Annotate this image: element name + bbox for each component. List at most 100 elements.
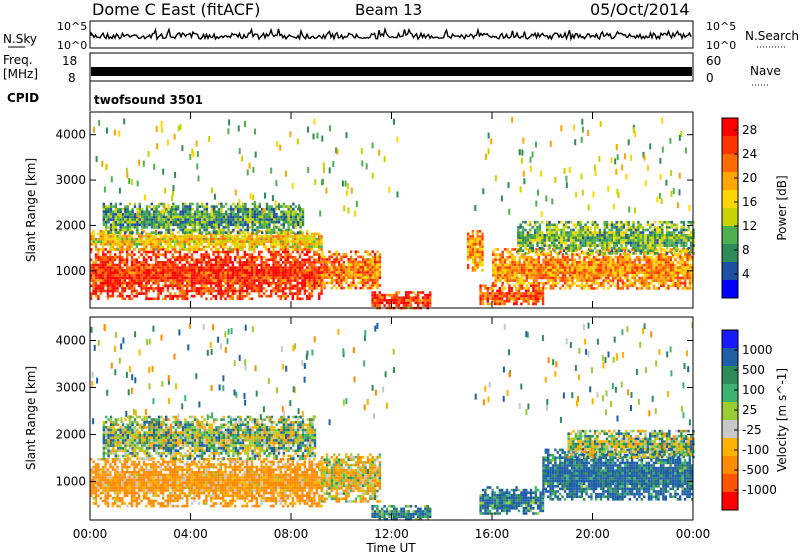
power-cell	[553, 236, 556, 240]
power-cell	[224, 263, 227, 267]
power-cell	[640, 271, 644, 275]
power-cell	[214, 261, 218, 264]
power-cell	[172, 218, 175, 221]
power-cell	[674, 253, 677, 256]
power-cell	[395, 299, 398, 302]
power-cell	[198, 237, 201, 241]
power-cell	[652, 263, 656, 267]
power-cell	[535, 276, 538, 280]
power-cell	[294, 255, 297, 259]
power-cell	[593, 233, 597, 237]
power-cell	[378, 301, 381, 305]
power-cell	[660, 268, 663, 272]
power-cell	[609, 263, 612, 267]
power-cell	[306, 284, 309, 288]
power-cell	[130, 263, 134, 267]
power-cell	[174, 220, 177, 224]
power-cell	[476, 243, 479, 246]
power-cell	[121, 245, 124, 249]
power-cell	[138, 207, 141, 211]
power-cell	[184, 223, 187, 227]
power-cell	[162, 266, 165, 269]
power-cell	[118, 255, 122, 259]
power-cell	[164, 297, 167, 301]
power-cell	[261, 210, 264, 214]
power-cell	[147, 255, 150, 259]
power-cell	[214, 235, 218, 238]
power-cell	[342, 271, 346, 274]
power-cell	[621, 279, 624, 282]
power-cell	[393, 299, 396, 302]
power-cell	[119, 218, 122, 221]
power-cell	[557, 244, 561, 247]
power-cell	[270, 237, 273, 241]
power-cell	[109, 294, 112, 298]
power-cell	[265, 258, 268, 262]
power-cell	[301, 250, 304, 254]
power-cell	[310, 276, 314, 280]
power-cell	[517, 239, 520, 242]
power-cell	[672, 276, 675, 280]
power-cell	[652, 271, 656, 275]
power-cell	[669, 276, 672, 280]
power-cell	[241, 235, 244, 238]
power-cell	[688, 274, 692, 277]
power-cell	[518, 266, 521, 269]
power-cell	[253, 245, 256, 249]
power-cell	[280, 215, 283, 219]
power-cell	[584, 228, 587, 232]
power-cell	[517, 252, 520, 255]
power-cell	[645, 261, 648, 264]
power-cell	[559, 263, 562, 267]
power-cell	[231, 243, 234, 246]
power-cell	[258, 205, 261, 208]
power-cell	[535, 253, 538, 256]
power-cell	[165, 215, 168, 219]
power-cell	[560, 231, 563, 234]
power-cell	[238, 245, 242, 249]
power-cell	[274, 243, 278, 246]
power-cell	[248, 266, 251, 269]
power-cell	[169, 228, 173, 232]
power-cell	[184, 202, 187, 206]
power-cell	[205, 232, 208, 236]
power-cell	[200, 258, 203, 262]
power-cell	[219, 245, 222, 249]
power-cell	[576, 263, 579, 267]
power-cell	[513, 292, 516, 295]
power-cell	[102, 237, 105, 241]
power-cell	[261, 226, 264, 229]
power-cell	[184, 226, 187, 229]
power-cell	[584, 252, 587, 255]
power-cell	[201, 205, 204, 208]
power-cell	[143, 215, 146, 219]
power-cell	[176, 240, 179, 243]
power-cell	[231, 297, 234, 301]
power-cell	[174, 237, 177, 241]
power-cell	[679, 258, 682, 262]
power-cell	[545, 244, 549, 247]
power-cell	[577, 223, 580, 227]
power-cell	[313, 268, 316, 272]
power-cell	[303, 263, 306, 267]
power-cell	[114, 266, 117, 269]
power-cell	[313, 258, 316, 262]
power-cell	[352, 263, 355, 266]
power-cell	[237, 220, 240, 224]
power-cell	[393, 296, 396, 299]
power-cell	[345, 279, 348, 282]
power-cell	[143, 226, 146, 229]
power-cell	[294, 232, 297, 236]
power-cell	[600, 263, 603, 267]
power-cell	[236, 289, 239, 293]
power-cell	[274, 266, 278, 269]
power-cell	[251, 210, 254, 214]
power-cell	[246, 279, 249, 282]
power-cell	[171, 240, 174, 243]
power-cell	[352, 276, 355, 279]
power-cell	[549, 250, 552, 254]
power-cell	[529, 223, 532, 227]
power-cell	[250, 245, 254, 249]
power-cell	[471, 235, 475, 238]
power-cell	[131, 218, 134, 221]
